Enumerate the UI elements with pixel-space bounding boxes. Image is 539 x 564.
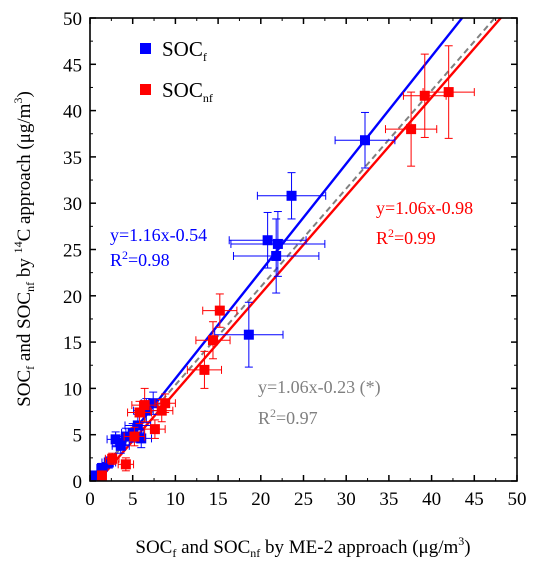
- soc-nf-point: [199, 364, 210, 375]
- x-tick-label: 10: [166, 489, 185, 510]
- data-point-group: [230, 211, 326, 277]
- soc-f-point: [359, 135, 370, 146]
- soc-nf-point: [406, 124, 417, 135]
- x-tick-label: 50: [508, 489, 527, 510]
- y-tick-label: 35: [63, 148, 82, 169]
- y-tick-label: 45: [63, 55, 82, 76]
- y-tick-label: 25: [63, 241, 82, 262]
- soc-f-point: [272, 238, 283, 249]
- soc-nf-point: [120, 459, 131, 470]
- x-axis-title: SOCf and SOCnf by ME-2 approach (μg/m3): [135, 534, 470, 560]
- soc-nf-point: [129, 431, 140, 442]
- legend-label-soc-nf: SOCnf: [162, 78, 213, 105]
- x-tick-label: 20: [251, 489, 270, 510]
- soc-nf-point: [107, 453, 118, 464]
- data-point-group: [214, 301, 284, 368]
- data-point-group: [256, 172, 327, 220]
- data-point-group: [123, 426, 146, 447]
- y-tick-label: 10: [63, 379, 82, 400]
- soc-nf-point: [149, 424, 160, 435]
- data-point-group: [144, 419, 166, 439]
- soc-f-point: [96, 463, 107, 474]
- soc-f-point: [132, 420, 143, 431]
- legend-marker-soc-nf: [140, 84, 151, 95]
- red-fit-r2: R2=0.99: [376, 226, 436, 248]
- data-point-group: [232, 218, 320, 294]
- soc-nf-point: [419, 90, 430, 101]
- soc-nf-point: [160, 398, 171, 409]
- data-point-group: [334, 111, 396, 169]
- y-tick-label: 5: [73, 426, 83, 447]
- x-tick-label: 30: [337, 489, 356, 510]
- x-tick-label: 35: [379, 489, 398, 510]
- soc-nf-point: [214, 305, 225, 316]
- y-axis-title: SOCf and SOCnf by 14C approach (μg/m3): [11, 91, 37, 407]
- soc-f-point: [136, 433, 147, 444]
- x-tick-label: 25: [294, 489, 313, 510]
- legend-marker-soc-f: [140, 43, 151, 54]
- x-tick-label: 0: [85, 489, 95, 510]
- gray-fit-r2: R2=0.97: [258, 406, 318, 428]
- gray-fit-equation: y=1.06x-0.23 (*): [258, 377, 381, 398]
- fit-line-2: [90, 18, 497, 481]
- red-fit-equation: y=1.06x-0.98: [376, 198, 473, 218]
- y-tick-label: 0: [73, 472, 83, 493]
- data-point-group: [154, 393, 176, 413]
- soc-f-point: [262, 235, 273, 246]
- soc-f-point: [90, 470, 101, 481]
- fit-line-0: [92, 18, 464, 481]
- data-point-group: [117, 457, 135, 472]
- data-point-group: [186, 350, 223, 389]
- data-point-group: [131, 387, 158, 423]
- soc-f-point: [115, 440, 126, 451]
- axes: 0 5 10 15 20 25 30 35 40 45 50 0 5 10 15 20 25 30 35 40 45 50: [63, 9, 527, 510]
- soc-f-point: [141, 405, 152, 416]
- blue-fit-r2: R2=0.98: [110, 248, 170, 270]
- x-tick-label: 5: [128, 489, 138, 510]
- soc-f-point: [271, 250, 282, 261]
- y-tick-label: 50: [63, 9, 82, 30]
- x-tick-label: 15: [209, 489, 228, 510]
- y-tick-label: 20: [63, 287, 82, 308]
- data-point-group: [422, 45, 475, 139]
- plot-frame: [89, 17, 518, 482]
- soc-nf-point: [156, 405, 167, 416]
- y-tick-label: 30: [63, 194, 82, 215]
- soc-f-point: [243, 329, 254, 340]
- soc-nf-point: [96, 470, 107, 481]
- legend: SOCf SOCnf: [140, 37, 213, 105]
- data-point-group: [202, 293, 238, 328]
- data-point-group: [104, 452, 120, 465]
- soc-nf-point: [139, 400, 150, 411]
- data-point-group: [384, 91, 438, 167]
- soc-f-point: [148, 398, 159, 409]
- soc-f-point: [286, 190, 297, 201]
- data-point-group: [96, 470, 107, 481]
- data-point-group: [150, 399, 174, 423]
- x-tick-label: 40: [422, 489, 441, 510]
- legend-label-soc-f: SOCf: [162, 37, 207, 64]
- soc-nf-point: [443, 87, 454, 98]
- soc-nf-point: [207, 335, 218, 346]
- y-tick-label: 40: [63, 102, 82, 123]
- data-points: [90, 45, 475, 481]
- soc-nf-point: [134, 407, 145, 418]
- blue-fit-equation: y=1.16x-0.54: [110, 225, 207, 245]
- data-point-group: [228, 211, 307, 269]
- y-tick-label: 15: [63, 333, 82, 354]
- fit-equations: y=1.16x-0.54 R2=0.98 y=1.06x-0.98 R2=0.9…: [110, 198, 473, 428]
- x-tick-label: 45: [465, 489, 484, 510]
- data-point-group: [195, 321, 231, 360]
- data-point-group: [111, 437, 130, 454]
